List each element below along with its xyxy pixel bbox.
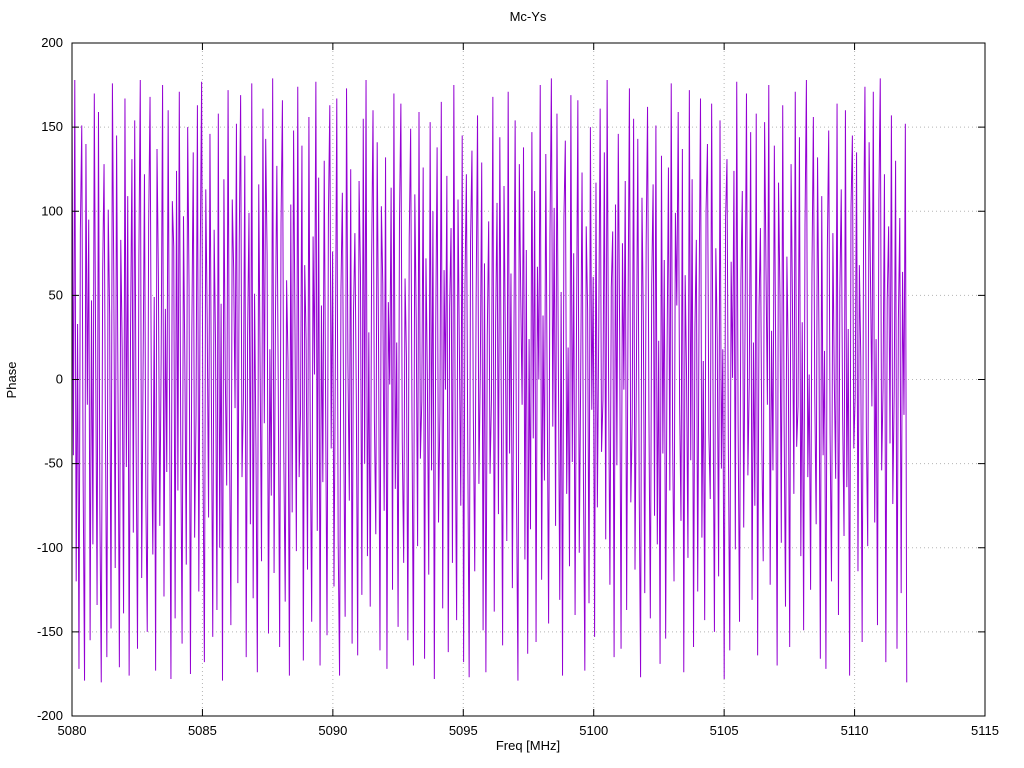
x-tick-label: 5100 [579, 723, 608, 738]
chart-title: Mc-Ys [510, 9, 547, 24]
phase-series-line [71, 78, 908, 683]
y-tick-label: -150 [37, 624, 63, 639]
x-axis-label: Freq [MHz] [496, 738, 560, 753]
y-tick-label: -100 [37, 540, 63, 555]
x-tick-label: 5090 [318, 723, 347, 738]
x-tick-label: 5115 [971, 723, 999, 738]
y-tick-label: 0 [56, 372, 63, 387]
y-tick-label: 200 [41, 35, 63, 50]
y-axis-label: Phase [4, 362, 19, 399]
y-tick-label: 100 [41, 203, 63, 218]
phase-polyline [71, 78, 908, 683]
x-tick-label: 5095 [449, 723, 478, 738]
x-tick-label: 5080 [58, 723, 87, 738]
tick-labels: 5080 5085 5090 5095 5100 5105 5110 5115 -200 -150… [37, 35, 999, 738]
x-tick-label: 5110 [841, 723, 869, 738]
axis-ticks [71, 42, 986, 717]
y-tick-label: -50 [44, 456, 63, 471]
y-tick-label: 150 [41, 119, 63, 134]
x-tick-label: 5085 [188, 723, 217, 738]
y-tick-label: -200 [37, 708, 63, 723]
y-tick-label: 50 [49, 287, 63, 302]
x-tick-label: 5105 [710, 723, 739, 738]
